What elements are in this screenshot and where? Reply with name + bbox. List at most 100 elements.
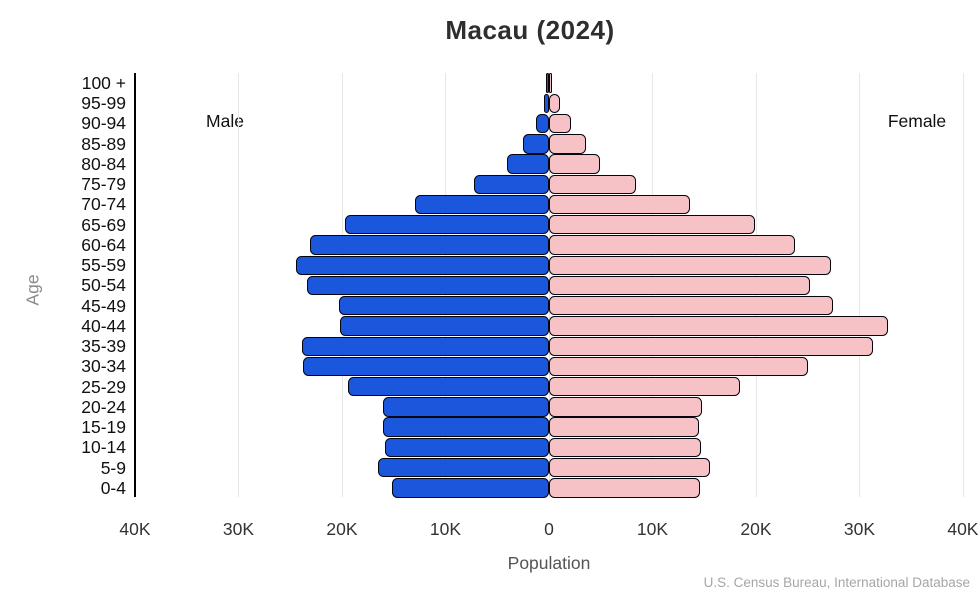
bar-male <box>474 174 549 194</box>
plot-area <box>134 73 965 498</box>
bar-male <box>545 73 549 93</box>
bar-female <box>548 457 711 478</box>
bar-female <box>548 93 561 114</box>
pyramid-row-45-49 <box>135 296 965 316</box>
pyramid-row-70-74 <box>135 194 965 215</box>
age-tick-labels: 100 +95-99 90-94 85-89 80-84 75-79 70-74 65-69… <box>0 73 126 498</box>
male-series-label: Male <box>206 111 244 131</box>
pyramid-row-80-84 <box>135 154 965 174</box>
age-tick-label: 20-24 <box>81 396 126 417</box>
age-tick-label: 65-69 <box>81 214 126 235</box>
age-tick-label: 80-84 <box>81 153 126 174</box>
age-tick-label: 5-9 <box>100 457 126 478</box>
bar-male <box>302 356 549 377</box>
y-axis-spine <box>134 73 136 497</box>
female-series-label: Female <box>887 111 947 131</box>
pyramid-row-55-59 <box>135 255 965 275</box>
bar-male <box>506 154 549 174</box>
pyramid-row-95-99 <box>135 93 965 114</box>
age-tick-label: 35-39 <box>81 336 126 357</box>
pyramid-row-35-39 <box>135 336 965 356</box>
bar-male <box>415 194 549 215</box>
gridline <box>962 73 964 497</box>
age-tick-label: 90-94 <box>81 113 126 134</box>
bar-female <box>548 154 600 174</box>
bar-female <box>548 194 690 215</box>
x-tick-label: 30K <box>843 519 875 539</box>
gridline <box>859 73 861 497</box>
bar-male <box>383 397 549 417</box>
age-tick-label: 25-29 <box>81 376 126 397</box>
x-tick-label: 0 <box>544 519 554 539</box>
bar-male <box>345 215 549 235</box>
bar-female <box>548 134 587 154</box>
bar-female <box>548 235 796 255</box>
x-tick-label: 20K <box>326 519 358 539</box>
bar-male <box>385 437 549 458</box>
bar-male <box>391 478 549 498</box>
bar-female <box>548 296 833 316</box>
bar-female <box>548 255 832 275</box>
bar-male <box>339 316 549 336</box>
bar-female <box>548 356 808 377</box>
pyramid-row-100+ <box>135 73 965 93</box>
bar-male <box>543 93 549 114</box>
age-tick-label: 100 + <box>81 73 126 93</box>
bar-female <box>548 174 636 194</box>
bar-female <box>548 376 741 397</box>
bar-female <box>548 397 703 417</box>
pyramid-row-60-64 <box>135 235 965 255</box>
bar-male <box>383 417 549 437</box>
pyramid-row-30-34 <box>135 356 965 377</box>
age-tick-label: 95-99 <box>81 93 126 114</box>
bar-male <box>306 275 549 296</box>
bar-female <box>548 73 553 93</box>
pyramid-row-65-69 <box>135 215 965 235</box>
age-tick-label: 55-59 <box>81 255 126 276</box>
x-axis-title: Population <box>507 553 591 573</box>
pyramid-row-85-89 <box>135 134 965 154</box>
x-tick-label: 30K <box>222 519 255 539</box>
age-tick-label: 70-74 <box>81 194 126 215</box>
x-tick-label: 10K <box>429 519 462 539</box>
age-tick-label: 30-34 <box>81 356 126 377</box>
bar-female <box>548 336 873 356</box>
gridline <box>238 73 240 497</box>
x-tick-label: 20K <box>740 519 772 539</box>
age-tick-label: 15-19 <box>81 417 126 438</box>
bar-male <box>378 457 549 478</box>
pyramid-row-5-9 <box>135 457 965 478</box>
bar-male <box>296 255 549 275</box>
x-tick-label: 40K <box>119 519 151 539</box>
x-tick-label: 10K <box>636 519 669 539</box>
pyramid-row-20-24 <box>135 397 965 417</box>
pyramid-row-10-14 <box>135 437 965 458</box>
age-tick-label: 60-64 <box>81 234 126 255</box>
age-tick-label: 45-49 <box>81 295 126 316</box>
age-tick-label: 50-54 <box>81 275 126 296</box>
age-tick-label: 75-79 <box>81 174 126 195</box>
bar-female <box>548 417 699 437</box>
bar-male <box>309 235 549 255</box>
bar-male <box>338 296 549 316</box>
age-tick-label: 10-14 <box>81 437 126 458</box>
age-tick-label: 0-4 <box>100 477 126 498</box>
pyramid-row-25-29 <box>135 376 965 397</box>
bar-male <box>535 113 549 134</box>
pyramid-row-0-4 <box>135 478 965 498</box>
age-tick-label: 40-44 <box>81 315 126 336</box>
age-tick-label: 85-89 <box>81 133 126 154</box>
bar-female <box>548 113 571 134</box>
pyramid-row-90-94 <box>135 113 965 134</box>
bar-female <box>548 215 755 235</box>
bar-male <box>348 376 549 397</box>
bar-female <box>548 478 701 498</box>
pyramid-row-40-44 <box>135 316 965 336</box>
bar-male <box>301 336 549 356</box>
bar-female <box>548 437 702 458</box>
pyramid-row-75-79 <box>135 174 965 194</box>
pyramid-row-50-54 <box>135 275 965 296</box>
chart-title: Macau (2024) <box>445 15 615 45</box>
pyramid-row-15-19 <box>135 417 965 437</box>
